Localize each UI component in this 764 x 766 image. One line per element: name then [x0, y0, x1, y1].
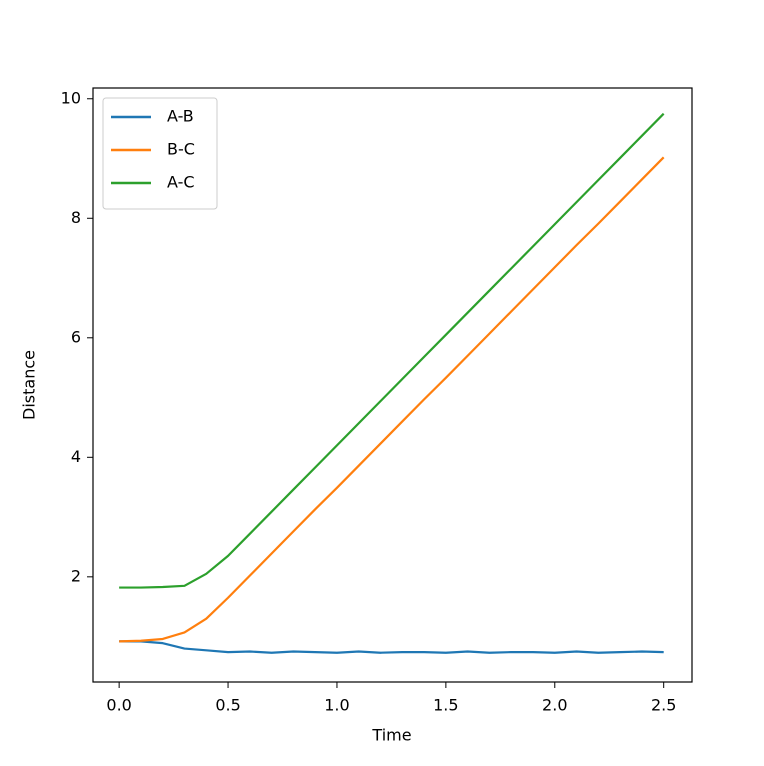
plot-frame [92, 87, 693, 683]
y-tick-label: 10 [61, 88, 81, 107]
x-tick-label: 0.5 [215, 696, 240, 715]
legend-label: B-C [167, 140, 195, 159]
y-tick-label: 6 [71, 327, 81, 346]
x-tick-label: 1.0 [324, 696, 349, 715]
y-tick-label: 2 [71, 566, 81, 585]
line-series [119, 112, 665, 589]
legend-label: A-C [167, 173, 195, 192]
legend-label: A-B [167, 107, 194, 126]
y-tick-label: 4 [71, 447, 81, 466]
line-series [119, 640, 664, 654]
line-series [119, 156, 665, 643]
x-tick-label: 2.0 [542, 696, 567, 715]
x-tick-label: 1.5 [433, 696, 458, 715]
legend-box [102, 97, 218, 210]
x-tick-label: 0.0 [106, 696, 131, 715]
y-tick-label: 8 [71, 208, 81, 227]
x-tick-label: 2.5 [651, 696, 676, 715]
y-axis-label: Distance [20, 350, 39, 420]
x-axis-label: Time [371, 726, 411, 745]
